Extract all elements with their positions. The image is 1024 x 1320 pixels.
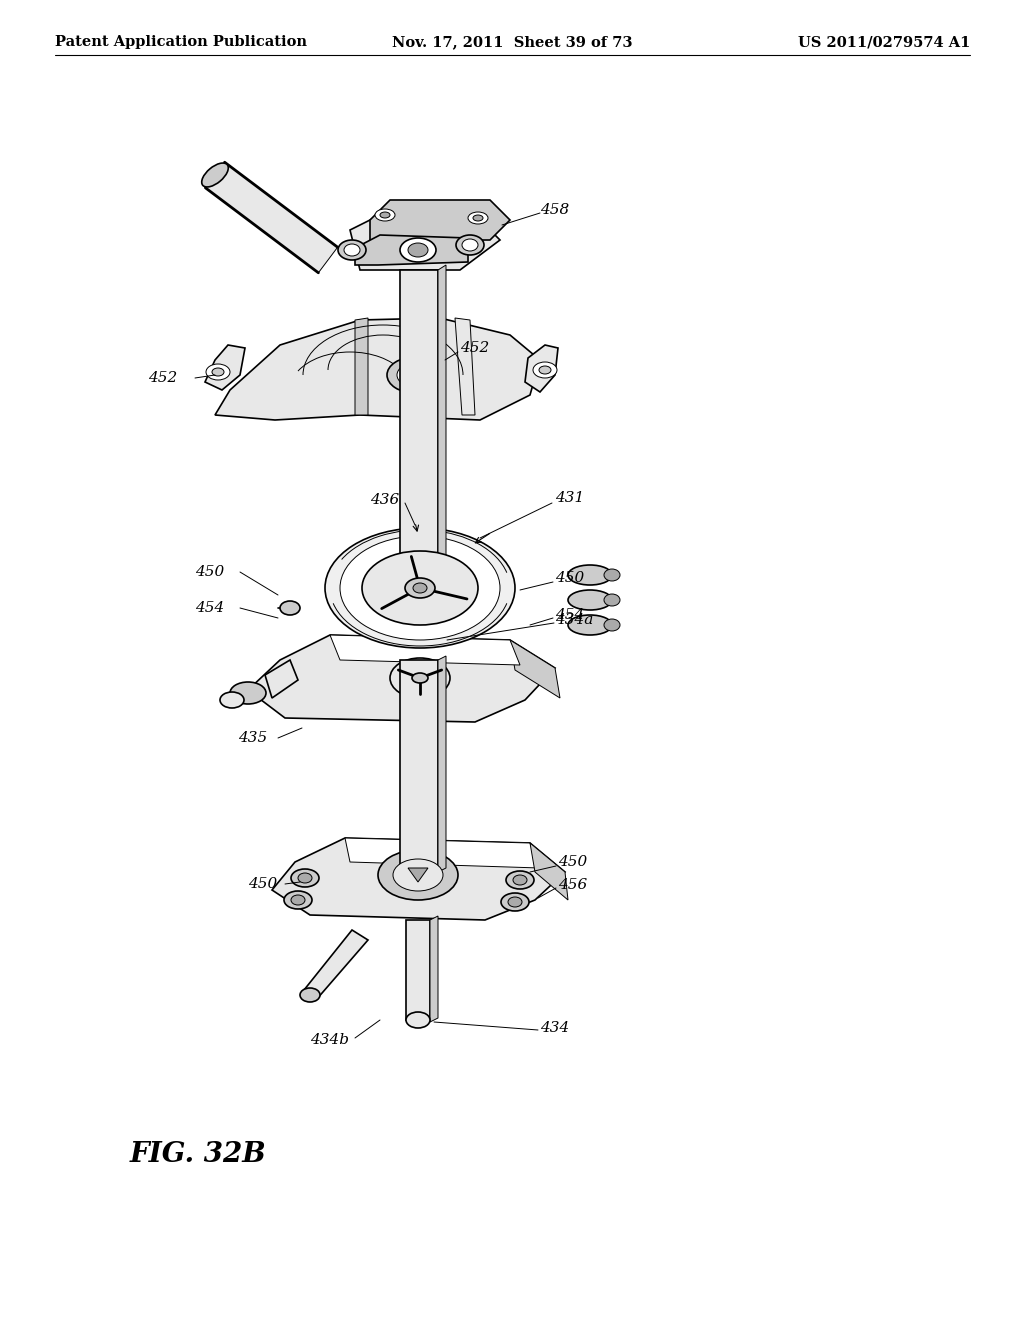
Ellipse shape — [380, 213, 390, 218]
Ellipse shape — [344, 244, 360, 256]
Ellipse shape — [473, 215, 483, 220]
Polygon shape — [350, 210, 500, 271]
Text: 431: 431 — [555, 491, 585, 506]
Polygon shape — [525, 345, 558, 392]
Polygon shape — [345, 838, 540, 869]
Ellipse shape — [501, 894, 529, 911]
Ellipse shape — [202, 164, 228, 187]
Polygon shape — [330, 635, 520, 665]
Text: 454: 454 — [195, 601, 224, 615]
Polygon shape — [408, 869, 428, 882]
Polygon shape — [400, 660, 438, 870]
Ellipse shape — [604, 569, 620, 581]
Ellipse shape — [393, 859, 443, 891]
Ellipse shape — [325, 528, 515, 648]
Text: 450: 450 — [555, 572, 585, 585]
Text: 452: 452 — [460, 341, 489, 355]
Ellipse shape — [539, 366, 551, 374]
Ellipse shape — [338, 240, 366, 260]
Polygon shape — [355, 235, 468, 265]
Polygon shape — [400, 271, 438, 610]
Ellipse shape — [412, 673, 428, 682]
Ellipse shape — [413, 583, 427, 593]
Ellipse shape — [291, 869, 319, 887]
Ellipse shape — [568, 615, 612, 635]
Ellipse shape — [604, 619, 620, 631]
Ellipse shape — [387, 356, 443, 393]
Ellipse shape — [206, 364, 230, 380]
Ellipse shape — [506, 871, 534, 888]
Ellipse shape — [468, 213, 488, 224]
Text: 434a: 434a — [555, 612, 593, 627]
Polygon shape — [406, 920, 430, 1020]
Ellipse shape — [220, 692, 244, 708]
Text: 454: 454 — [555, 609, 585, 622]
Polygon shape — [438, 656, 446, 873]
Ellipse shape — [568, 565, 612, 585]
Text: 450: 450 — [195, 565, 224, 579]
Polygon shape — [510, 640, 560, 698]
Text: 452: 452 — [148, 371, 177, 385]
Ellipse shape — [378, 850, 458, 900]
Text: 434b: 434b — [310, 1034, 349, 1047]
Ellipse shape — [298, 873, 312, 883]
Text: 450: 450 — [558, 855, 587, 869]
Ellipse shape — [390, 657, 450, 698]
Polygon shape — [455, 318, 475, 414]
Text: Patent Application Publication: Patent Application Publication — [55, 36, 307, 49]
Polygon shape — [370, 201, 510, 240]
Text: US 2011/0279574 A1: US 2011/0279574 A1 — [798, 36, 970, 49]
Ellipse shape — [212, 368, 224, 376]
Ellipse shape — [513, 875, 527, 884]
Ellipse shape — [406, 1012, 430, 1028]
Ellipse shape — [406, 578, 435, 598]
Ellipse shape — [284, 891, 312, 909]
Polygon shape — [272, 838, 565, 920]
Ellipse shape — [508, 898, 522, 907]
Polygon shape — [355, 318, 368, 414]
Ellipse shape — [397, 363, 433, 387]
Ellipse shape — [408, 243, 428, 257]
Text: 450: 450 — [248, 876, 278, 891]
Text: 434: 434 — [540, 1020, 569, 1035]
Ellipse shape — [534, 362, 557, 378]
Polygon shape — [304, 931, 368, 1001]
Polygon shape — [206, 162, 338, 273]
Text: 458: 458 — [540, 203, 569, 216]
Ellipse shape — [400, 238, 436, 261]
Ellipse shape — [340, 536, 500, 640]
Polygon shape — [430, 916, 438, 1022]
Ellipse shape — [291, 895, 305, 906]
Polygon shape — [530, 843, 568, 900]
Ellipse shape — [456, 235, 484, 255]
Polygon shape — [215, 318, 540, 420]
Ellipse shape — [375, 209, 395, 220]
Ellipse shape — [280, 601, 300, 615]
Polygon shape — [438, 265, 446, 612]
Text: 435: 435 — [238, 731, 267, 744]
Polygon shape — [248, 635, 555, 722]
Text: 436: 436 — [370, 492, 399, 507]
Text: Nov. 17, 2011  Sheet 39 of 73: Nov. 17, 2011 Sheet 39 of 73 — [392, 36, 632, 49]
Ellipse shape — [362, 550, 478, 624]
Ellipse shape — [230, 682, 266, 704]
Polygon shape — [265, 660, 298, 698]
Text: FIG. 32B: FIG. 32B — [130, 1142, 266, 1168]
Ellipse shape — [568, 590, 612, 610]
Ellipse shape — [300, 987, 319, 1002]
Polygon shape — [205, 345, 245, 389]
Ellipse shape — [604, 594, 620, 606]
Ellipse shape — [462, 239, 478, 251]
Text: 456: 456 — [558, 878, 587, 892]
